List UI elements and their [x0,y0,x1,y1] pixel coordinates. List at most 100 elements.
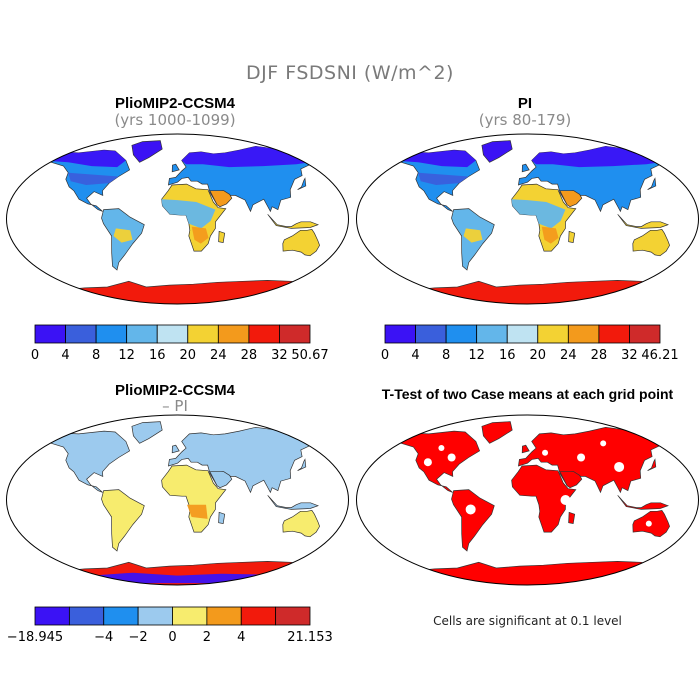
colorbar-pi-swatch [476,324,508,344]
colorbar-pi-tick-label: 20 [530,348,547,363]
landmass-greenland [481,421,513,444]
colorbar-pi-swatch [445,324,478,344]
landmass-uk [521,444,530,454]
colorbar-difference-swatch [137,606,173,626]
midlat-band-na [418,172,469,185]
sahel-band [161,199,216,229]
landmass-greenland [131,140,163,163]
colorbar-difference-swatch [34,606,70,626]
colorbar-difference-swatch [172,606,208,626]
landmass-arabia [209,471,233,489]
ttest-note: Cells are significant at 0.1 level [433,614,622,628]
panel-title-tl: PlioMIP2-CCSM4 [114,95,235,112]
landmass-madagascar [218,511,226,525]
colorbar-plio-swatch [156,324,189,344]
colorbar-difference-tick-label: −18.945 [7,630,63,645]
colorbar-plio-tick-label: 8 [92,348,100,363]
colorbar-plio: 0 4 8 12 16 20 24 28 32 50.67 [31,324,329,363]
figure-title: DJF FSDSNI (W/m^2) [246,62,454,84]
colorbar-plio-swatch [65,324,97,344]
landmass-uk [171,163,180,173]
landmass-japan [297,177,307,191]
colorbar-pi-swatch [506,324,539,344]
landmass-arabia [209,190,233,208]
landmass-australia [282,510,320,538]
colorbar-plio-tick-label: 0 [31,348,39,363]
landmass-antarctica [36,280,318,304]
colorbar-pi-tick-label: 46.21 [641,348,678,363]
colorbar-plio-swatch [248,324,280,344]
colorbar-difference-swatch [206,606,242,626]
colorbar-plio-tick-label: 4 [61,348,69,363]
colorbar-plio-swatch [126,324,158,344]
colorbar-plio-swatch [279,324,311,344]
landmass-japan [647,458,657,472]
landmass-madagascar [218,230,226,244]
non-significant-cell [614,461,625,472]
midlat-band-na [68,172,119,185]
colorbar-plio-tick-label: 20 [180,348,197,363]
panel-subtitle-bl: – PI [162,397,188,415]
landmass-arabia [559,471,583,489]
colorbar-difference-tick-label: −2 [129,630,148,645]
polar-band-na [390,150,476,168]
landmass-africa [161,464,227,533]
landmass-northAmerica [389,430,481,493]
colorbar-pi-tick-label: 12 [468,348,485,363]
landmass-eurasia [517,426,674,494]
non-significant-cell [438,445,445,452]
colorbar-plio-tick-label: 16 [149,348,166,363]
landmass-indonesia [617,495,670,510]
colorbar-difference: −18.945 −4 −2 0 2 4 21.153 [7,606,333,645]
colorbar-difference-tick-label: 2 [203,630,211,645]
map-frame [6,133,349,305]
warm-band-sam [463,228,483,243]
colorbar-plio-tick-label: 28 [241,348,258,363]
colorbar-pi-tick-label: 0 [381,348,389,363]
landmass-antarctica [386,280,668,304]
landmass-africa [511,464,577,533]
map-frame [356,414,699,586]
landmass-indonesia [617,214,670,229]
hot-spot-sa [541,226,559,244]
map-land-layer [36,421,324,585]
polar-band-na [40,150,126,168]
colorbar-difference-swatch [103,606,139,626]
colorbar-pi-swatch [567,324,600,344]
panel-title-bl: PlioMIP2-CCSM4 [114,382,235,399]
landmass-australia [282,229,320,257]
colorbar-plio-swatch [187,324,219,344]
colorbar-plio-swatch [34,324,66,344]
colorbar-plio-tick-label: 50.67 [291,348,328,363]
colorbar-plio-swatch [95,324,128,344]
landmass-arabia [559,190,583,208]
non-significant-cell [560,495,571,505]
colorbar-plio-swatch [217,324,250,344]
landmass-greenland [481,140,513,163]
landmass-japan [297,458,307,472]
non-significant-cell [423,458,432,467]
colorbar-pi-tick-label: 28 [591,348,608,363]
colorbar-pi-swatch [629,324,661,344]
map-shading-layer [390,146,674,244]
warm-band-sam [113,228,133,243]
landmass-japan [647,177,657,191]
diff-pos-africa [187,504,208,519]
colorbar-pi-tick-label: 16 [499,348,516,363]
panel-title-br: T-Test of two Case means at each grid po… [381,386,674,402]
map-ttest [356,414,699,586]
colorbar-difference-swatch [275,606,311,626]
colorbar-plio-tick-label: 24 [210,348,227,363]
landmass-indonesia [267,214,320,229]
non-significant-cell [542,449,549,456]
map-frame [356,133,699,305]
landmass-madagascar [568,230,576,244]
landmass-northAmerica [39,430,131,493]
landmass-southAmerica [101,489,145,552]
landmass-uk [521,163,530,173]
colorbar-plio-tick-label: 32 [271,348,288,363]
landmass-australia [632,229,670,257]
non-significant-cell [577,453,586,462]
panel-subtitle-tl: (yrs 1000-1099) [114,111,236,129]
non-significant-cell [447,453,456,462]
